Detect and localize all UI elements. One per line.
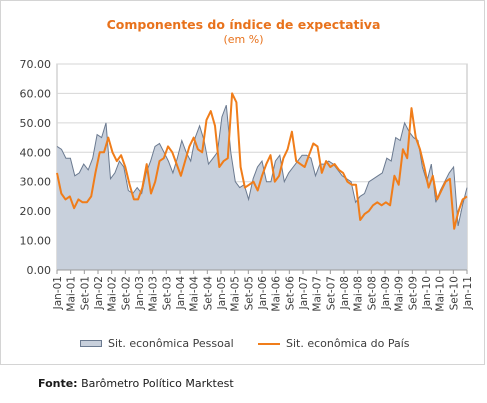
legend-swatch-area xyxy=(80,340,102,347)
x-tick-label: Jan-11 xyxy=(462,276,474,310)
x-tick-label: Set-07 xyxy=(325,276,337,310)
x-tick-label: Mai-01 xyxy=(66,276,78,312)
area-series-pessoal xyxy=(57,105,467,270)
y-tick-label: 50.00 xyxy=(20,117,52,130)
x-tick-label: Mai-09 xyxy=(394,276,406,312)
x-tick-label: Mai-05 xyxy=(230,276,242,312)
x-tick-label: Mai-03 xyxy=(148,276,160,312)
x-tick-label: Jan-03 xyxy=(134,276,146,310)
x-tick-label: Set-08 xyxy=(366,276,378,310)
x-tick-label: Mai-07 xyxy=(312,276,324,312)
x-tick-label: Jan-06 xyxy=(257,276,269,311)
chart-plot: 0.00 10.00 20.00 30.00 40.00 50.00 60.00 70.00 J… xyxy=(20,58,475,312)
legend-label-pais: Sit. econômica do País xyxy=(286,337,410,350)
y-tick-label: 20.00 xyxy=(20,205,52,218)
y-tick-label: 10.00 xyxy=(20,235,52,248)
source-text: Barômetro Político Marktest xyxy=(81,377,234,390)
chart-title: Componentes do índice de expectativa xyxy=(106,17,381,32)
y-tick-label: 60.00 xyxy=(20,87,52,100)
x-tick-label: Mai-10 xyxy=(435,276,447,312)
x-tick-label: Mai-06 xyxy=(271,276,283,312)
legend-label-pessoal: Sit. econômica Pessoal xyxy=(108,337,234,350)
x-tick-label: Set-06 xyxy=(284,276,296,311)
y-tick-label: 70.00 xyxy=(20,58,52,71)
legend-item-pessoal: Sit. econômica Pessoal xyxy=(80,337,234,350)
x-tick-label: Set-09 xyxy=(407,276,419,310)
chart-subtitle: (em %) xyxy=(223,33,264,46)
y-tick-label: 40.00 xyxy=(20,146,52,159)
x-tick-label: Set-03 xyxy=(161,276,173,310)
legend-swatch-line xyxy=(258,342,280,345)
x-tick-label: Jan-08 xyxy=(339,276,351,310)
source-label: Fonte: xyxy=(38,377,78,390)
source-note: Fonte: Barômetro Político Marktest xyxy=(38,377,234,390)
x-tick-label: Jan-09 xyxy=(380,276,392,310)
x-tick-label: Mai-08 xyxy=(353,276,365,312)
x-tick-label: Jan-05 xyxy=(216,276,228,310)
x-tick-label: Jan-01 xyxy=(52,276,64,310)
x-tick-label: Jan-04 xyxy=(175,276,187,311)
line-series-pais xyxy=(56,92,468,230)
x-tick-label: Jan-02 xyxy=(93,276,105,310)
x-tick-label: Set-10 xyxy=(448,276,460,310)
x-tick-label: Mai-04 xyxy=(189,276,201,312)
x-tick-label: Set-02 xyxy=(120,276,132,310)
chart-legend: Sit. econômica Pessoal Sit. econômica do… xyxy=(0,337,487,353)
area-series-pessoal-outline xyxy=(56,105,468,227)
x-tick-label: Set-04 xyxy=(202,276,214,311)
x-tick-label: Set-05 xyxy=(243,276,255,310)
y-tick-label: 0.00 xyxy=(27,264,52,277)
x-tick-label: Set-01 xyxy=(79,276,91,310)
y-tick-label: 30.00 xyxy=(20,176,52,189)
x-tick-label: Jan-10 xyxy=(421,276,433,310)
legend-item-pais: Sit. econômica do País xyxy=(258,337,410,350)
x-tick-label: Mai-02 xyxy=(107,276,119,312)
x-tick-label: Jan-07 xyxy=(298,276,310,310)
